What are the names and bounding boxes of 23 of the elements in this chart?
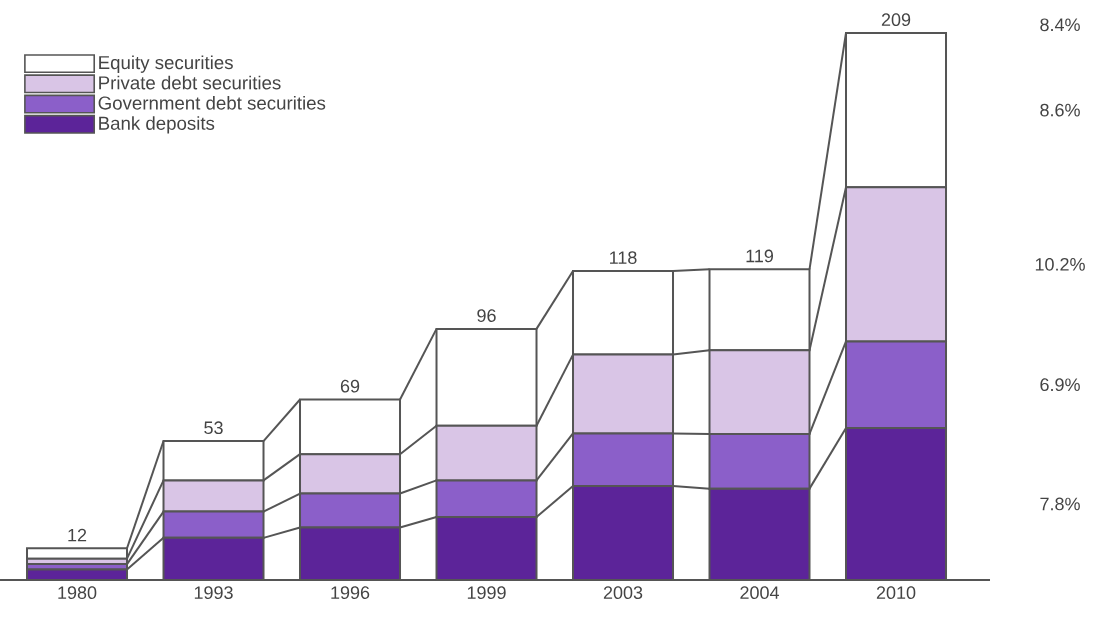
x-tick-label: 1996 <box>331 586 370 599</box>
annotation: 12 <box>68 528 87 542</box>
text: 8.4% <box>1040 18 1080 32</box>
x-tick-label: 1993 <box>194 586 233 599</box>
legend-label: Private debt securities <box>99 75 281 90</box>
annotation: 209 <box>881 13 911 27</box>
x-tick-label: 2003 <box>603 586 643 599</box>
x-tick-label: 1999 <box>467 586 506 599</box>
text: 6.9% <box>1040 378 1080 392</box>
text: 8.6% <box>1040 103 1080 117</box>
annotation: 118 <box>610 251 637 264</box>
text: 10.2% <box>1035 257 1085 271</box>
legend-label: Bank deposits <box>99 116 215 134</box>
x-tick-label: 2004 <box>740 586 779 599</box>
x-tick-label: 1980 <box>58 586 97 599</box>
annotation: 53 <box>204 421 223 435</box>
x-tick-label: 2010 <box>876 586 916 599</box>
legend-label: Government debt securities <box>98 95 326 110</box>
annotation: 96 <box>477 309 496 322</box>
annotation: 119 <box>746 249 773 263</box>
annotation: 69 <box>340 379 360 393</box>
text: 7.8% <box>1040 497 1080 511</box>
legend-label: Equity securities <box>99 55 233 73</box>
